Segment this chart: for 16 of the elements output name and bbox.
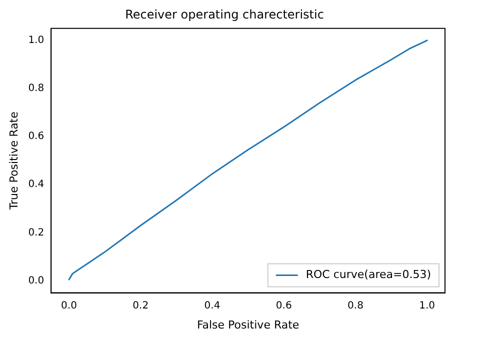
y-axis-title: True Positive Rate bbox=[7, 111, 20, 211]
y-tick-label: 0.4 bbox=[28, 179, 44, 190]
chart-title: Receiver operating charecteristic bbox=[125, 7, 324, 22]
x-tick-label: 1.0 bbox=[419, 300, 436, 312]
x-tick-label: 0.2 bbox=[132, 300, 149, 312]
y-tick-label: 0.6 bbox=[28, 131, 44, 142]
y-tick-label: 0.2 bbox=[28, 227, 44, 238]
x-tick-label: 0.0 bbox=[61, 300, 77, 312]
x-tick-label: 0.6 bbox=[276, 300, 292, 312]
y-tick-label: 0.8 bbox=[28, 83, 44, 94]
x-tick-label: 0.8 bbox=[348, 300, 364, 312]
x-tick-label: 0.4 bbox=[204, 300, 220, 312]
x-axis-title: False Positive Rate bbox=[196, 318, 300, 332]
y-tick-label: 1.0 bbox=[28, 35, 44, 46]
legend-label: ROC curve(area=0.53) bbox=[306, 268, 432, 282]
y-tick-label: 0.0 bbox=[28, 275, 44, 286]
